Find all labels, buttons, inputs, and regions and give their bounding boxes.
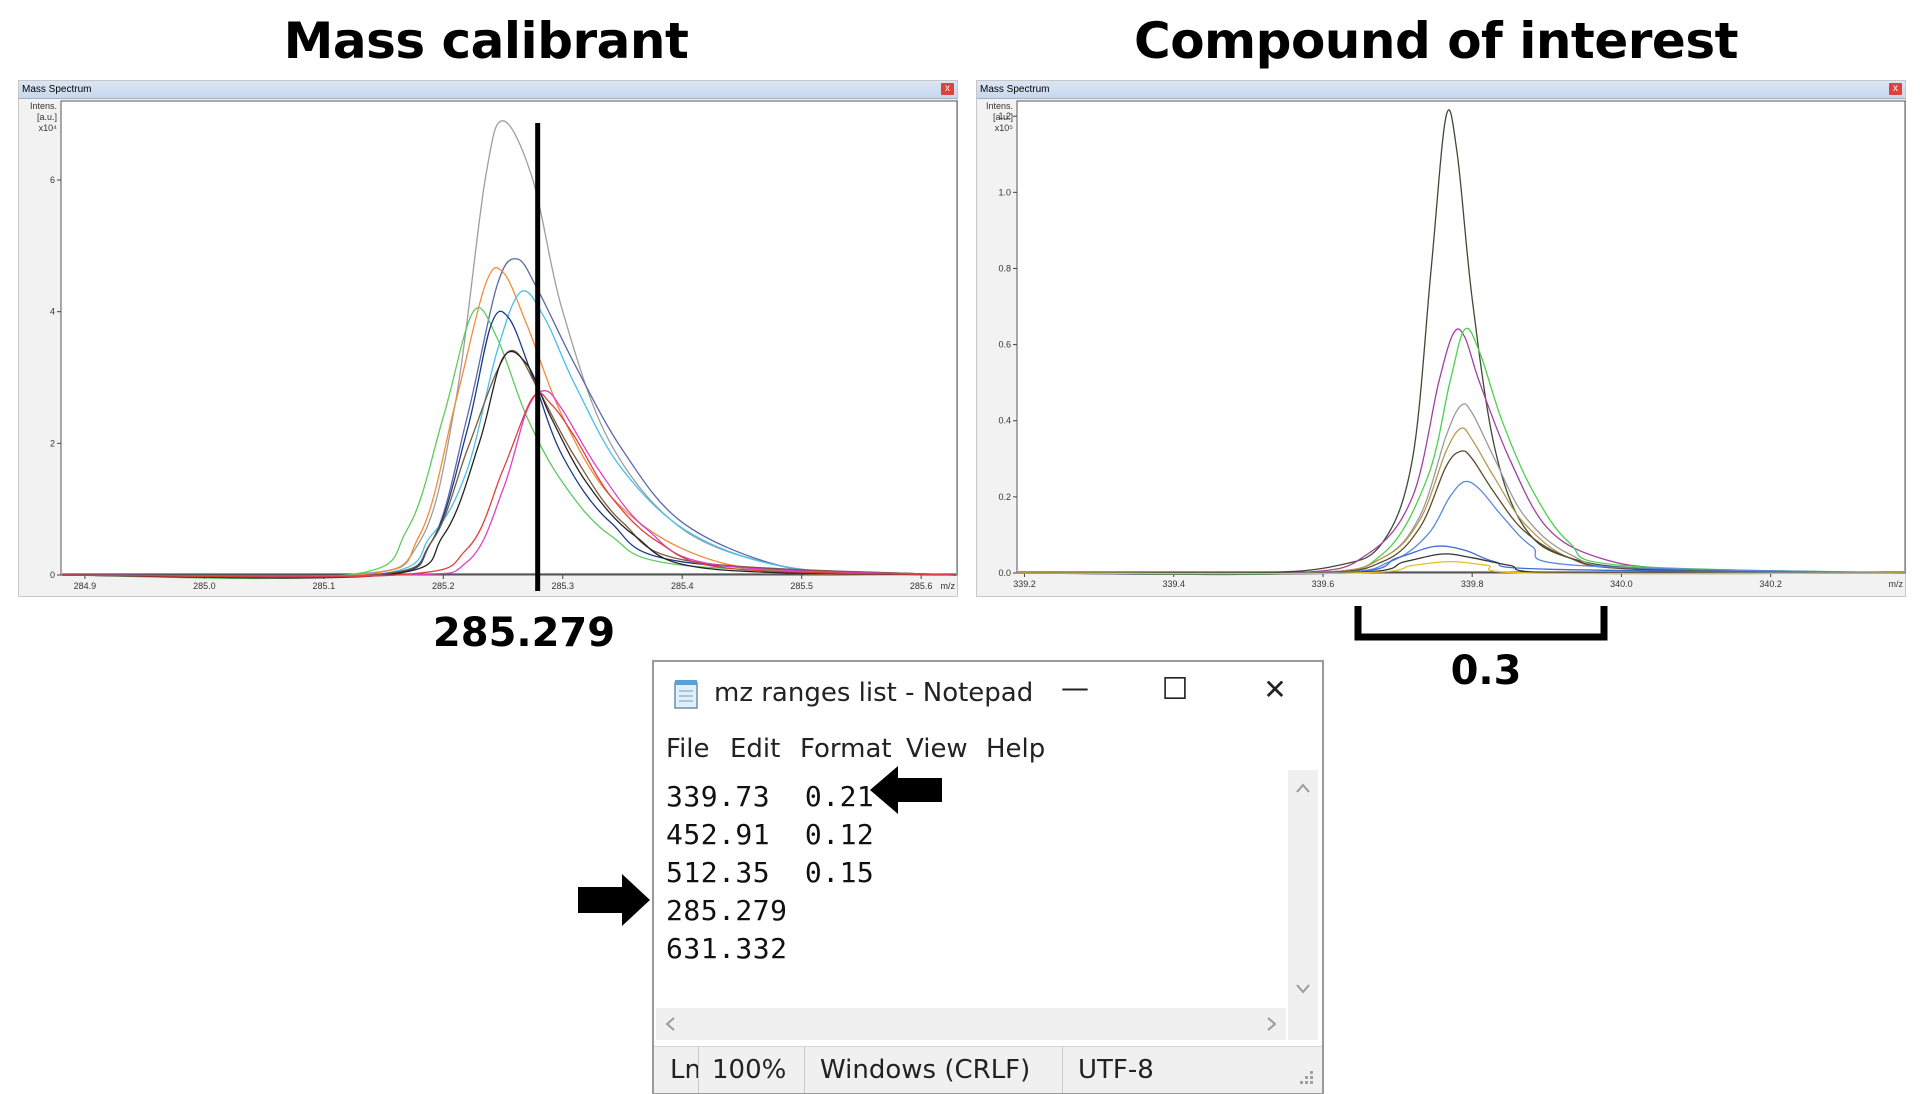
y-axis-label: [a.u.] bbox=[993, 112, 1013, 122]
scrollbar-corner bbox=[1288, 1008, 1318, 1040]
status-encoding: UTF-8 bbox=[1078, 1055, 1154, 1085]
y-axis-label: [a.u.] bbox=[37, 112, 57, 122]
horizontal-scrollbar[interactable] bbox=[656, 1008, 1286, 1040]
menu-edit[interactable]: Edit bbox=[730, 734, 781, 764]
close-icon[interactable]: x bbox=[941, 83, 954, 95]
peak-width-label: 0.3 bbox=[1450, 648, 1522, 694]
y-tick-label: 0 bbox=[50, 570, 55, 580]
scroll-left-icon[interactable] bbox=[665, 1017, 675, 1031]
x-tick-label: 339.2 bbox=[1013, 579, 1036, 589]
left-panel-heading: Mass calibrant bbox=[283, 12, 689, 70]
x-tick-label: 285.3 bbox=[551, 581, 574, 591]
mass-spectrum-panel-calibrant: Mass Spectrum x Intens. [a.u.] x10⁴ 0 2 4 6 284… bbox=[18, 80, 958, 597]
panel-titlebar: Mass Spectrum bbox=[977, 81, 1905, 99]
y-axis-label: Intens. bbox=[30, 101, 57, 111]
y-tick-label: 6 bbox=[50, 175, 55, 185]
y-axis-label: Intens. bbox=[986, 101, 1013, 111]
x-tick-label: 285.1 bbox=[313, 581, 336, 591]
compound-spectrum-chart: Intens.[a.u.]x10⁵ 0.0 0.2 0.4 0.6 0.8 1.0 1.2 33… bbox=[986, 100, 1906, 589]
x-tick-label: 285.2 bbox=[432, 581, 455, 591]
y-tick-label: 0.4 bbox=[998, 416, 1011, 426]
spectrum-series-7 bbox=[61, 349, 957, 579]
spectrum-series-4 bbox=[61, 290, 957, 579]
scroll-up-icon[interactable] bbox=[1296, 783, 1310, 793]
notepad-title: mz ranges list - Notepad bbox=[714, 678, 1034, 708]
y-tick-label: 0.6 bbox=[998, 340, 1011, 350]
calibrant-spectrum-chart: Intens.[a.u.]x10⁴ 0 2 4 6 284.9 285.0 285.1 285.… bbox=[30, 100, 958, 591]
maximize-button[interactable]: ☐ bbox=[1161, 672, 1189, 707]
calibrant-mz-label: 285.279 bbox=[432, 610, 616, 656]
spectrum-series-3 bbox=[61, 267, 957, 579]
text-line: 452.91 0.12 bbox=[666, 818, 875, 851]
text-line: 285.279 bbox=[666, 894, 788, 927]
notepad-text-area[interactable]: 339.73 0.21 452.91 0.12 512.35 0.15 285.… bbox=[656, 770, 1286, 1008]
status-position: Ln bbox=[670, 1055, 701, 1085]
width-bracket bbox=[1354, 606, 1608, 641]
text-line: 512.35 0.15 bbox=[666, 856, 875, 889]
x-tick-label: 285.4 bbox=[671, 581, 694, 591]
close-icon[interactable]: x bbox=[1889, 83, 1902, 95]
y-tick-label: 1.2 bbox=[998, 111, 1011, 121]
spectrum-series-10 bbox=[1017, 560, 1905, 575]
vertical-scrollbar[interactable] bbox=[1288, 770, 1318, 1008]
status-divider bbox=[804, 1047, 805, 1093]
status-divider bbox=[1062, 1047, 1063, 1093]
arrow-left-icon bbox=[870, 766, 942, 814]
y-tick-label: 0.0 bbox=[998, 568, 1011, 578]
status-zoom: 100% bbox=[712, 1055, 787, 1085]
panel-titlebar: Mass Spectrum bbox=[19, 81, 957, 99]
x-tick-label: 340.2 bbox=[1759, 579, 1782, 589]
mass-spectrum-panel-compound: Mass Spectrum x Intens. [a.u.] x10⁵ 0.0 0.2 0… bbox=[976, 80, 1906, 597]
notepad-titlebar: mz ranges list - Notepad — ☐ ✕ bbox=[654, 662, 1322, 722]
arrow-right-icon bbox=[578, 874, 650, 926]
y-tick-label: 2 bbox=[50, 438, 55, 448]
x-tick-label: 285.5 bbox=[790, 581, 813, 591]
scroll-right-icon[interactable] bbox=[1267, 1017, 1277, 1031]
x-tick-label: 339.4 bbox=[1162, 579, 1185, 589]
right-panel-heading: Compound of interest bbox=[1134, 12, 1738, 70]
notepad-menubar: File Edit Format View Help bbox=[654, 730, 1322, 770]
panel-title-text: Mass Spectrum bbox=[980, 84, 1050, 95]
notepad-statusbar: Ln 100% Windows (CRLF) UTF-8 bbox=[654, 1046, 1322, 1093]
spectrum-series-8 bbox=[61, 350, 957, 579]
y-axis-label: x10⁵ bbox=[995, 123, 1014, 133]
y-tick-label: 4 bbox=[50, 307, 55, 317]
spectrum-series-5 bbox=[61, 307, 957, 580]
plot-area bbox=[60, 100, 958, 576]
resize-grip-icon[interactable] bbox=[1294, 1069, 1316, 1089]
menu-help[interactable]: Help bbox=[986, 734, 1046, 764]
text-line: 339.73 0.21 bbox=[666, 780, 875, 813]
menu-view[interactable]: View bbox=[906, 734, 968, 764]
minimize-button[interactable]: — bbox=[1061, 671, 1089, 704]
spectrum-series-2 bbox=[1017, 328, 1905, 576]
spectrum-series-10 bbox=[61, 392, 957, 578]
close-button[interactable]: ✕ bbox=[1263, 673, 1287, 706]
y-axis-label: x10⁴ bbox=[39, 123, 58, 133]
notepad-window: mz ranges list - Notepad — ☐ ✕ File Edit… bbox=[652, 660, 1324, 1094]
text-line: 631.332 bbox=[666, 932, 788, 965]
scroll-down-icon[interactable] bbox=[1296, 984, 1310, 994]
x-tick-label: 339.6 bbox=[1312, 579, 1335, 589]
x-axis-unit: m/z bbox=[941, 581, 956, 591]
panel-title-text: Mass Spectrum bbox=[22, 84, 92, 95]
x-axis-unit: m/z bbox=[1889, 579, 1904, 589]
x-tick-label: 340.0 bbox=[1610, 579, 1633, 589]
y-tick-label: 1.0 bbox=[998, 187, 1011, 197]
y-tick-label: 0.2 bbox=[998, 492, 1011, 502]
menu-format[interactable]: Format bbox=[800, 734, 892, 764]
status-line-ending: Windows (CRLF) bbox=[820, 1055, 1031, 1085]
status-divider bbox=[698, 1047, 699, 1093]
x-tick-label: 339.8 bbox=[1461, 579, 1484, 589]
x-tick-label: 285.0 bbox=[193, 581, 216, 591]
notepad-icon bbox=[674, 680, 698, 709]
x-tick-label: 284.9 bbox=[74, 581, 97, 591]
menu-file[interactable]: File bbox=[666, 734, 710, 764]
y-tick-label: 0.8 bbox=[998, 263, 1011, 273]
x-tick-label: 285.6 bbox=[910, 581, 933, 591]
